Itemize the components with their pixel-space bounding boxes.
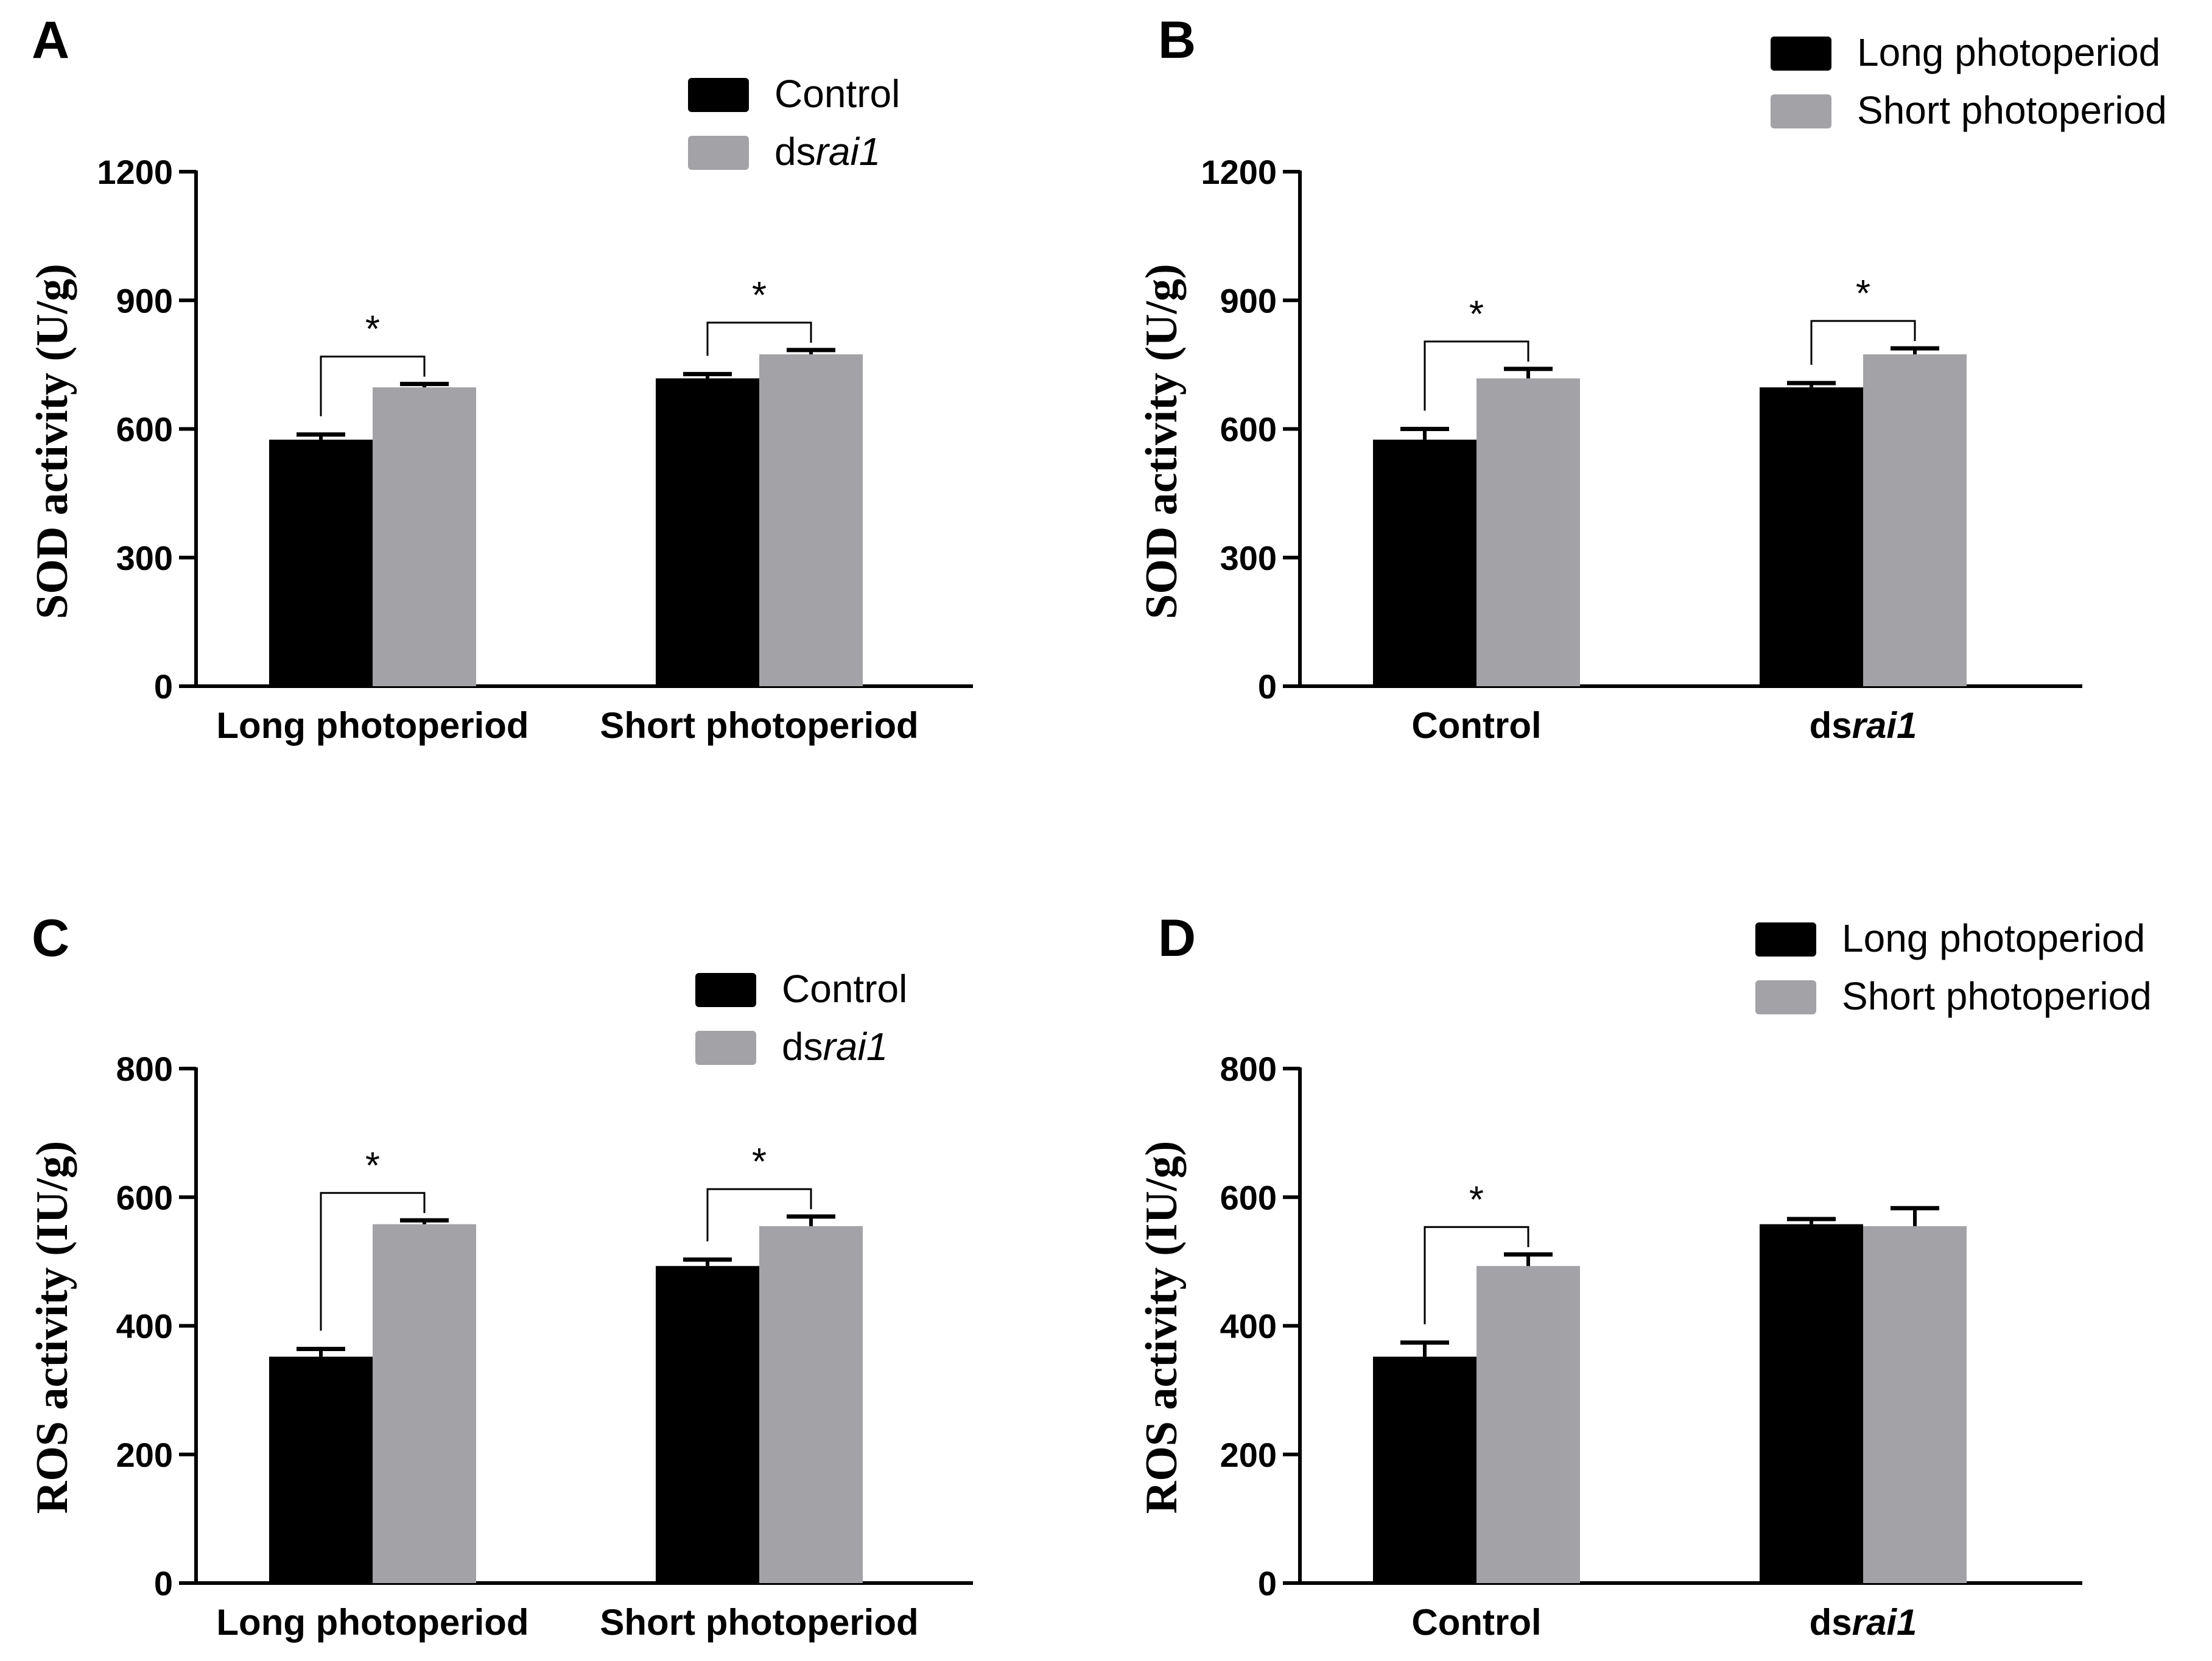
bar [1863,354,1967,686]
significance-bracket [320,1192,426,1331]
bar [1760,387,1863,686]
bar [1760,1224,1863,1583]
panel-letter: A [32,11,69,69]
y-axis-title: ROS activity (IU/g) [1137,1141,1187,1514]
bar [759,1226,863,1583]
y-tick-label: 900 [1220,281,1277,320]
x-category-label: dsrai1 [1810,705,1917,746]
x-category-label: Long photoperiod [216,1602,528,1643]
y-tick-label: 400 [116,1307,173,1346]
legend-label: dsrai1 [774,130,880,174]
significance-bracket [320,356,426,416]
legend-label: Control [782,967,907,1011]
bar [1863,1226,1967,1583]
legend-swatch [695,1031,756,1065]
significance-star: * [1469,293,1484,335]
bar [1476,378,1580,686]
y-tick-label: 600 [116,1178,173,1217]
legend-label: Short photoperiod [1842,974,2152,1018]
y-tick-label: 0 [1258,667,1277,706]
y-tick-label: 0 [154,1564,173,1603]
x-category-label: Short photoperiod [600,705,918,746]
bar [656,1266,759,1583]
y-tick-label: 1200 [97,153,173,191]
panel-letter: D [1158,909,1196,967]
significance-star: * [752,1141,767,1183]
legend-label: Long photoperiod [1857,30,2160,74]
y-tick-label: 900 [116,281,173,320]
bar [1373,440,1476,686]
bar [1476,1266,1580,1583]
bar [373,387,476,686]
y-axis-title: SOD activity (U/g) [1137,264,1187,619]
y-tick-label: 200 [116,1436,173,1474]
y-axis-title: SOD activity (U/g) [27,264,77,619]
bar [269,1357,373,1583]
panel-a: A SOD activity (U/g) 0 300 600 900 1200 Long ph… [27,11,973,746]
legend-label: Control [774,72,900,116]
legend-swatch [1755,980,1816,1014]
panel-letter: C [32,909,69,967]
panel-c: C ROS activity (IU/g) 0 200 400 600 800 Long ph… [27,909,973,1643]
y-tick-label: 800 [116,1050,173,1088]
legend-swatch [1771,37,1831,71]
legend-swatch [1771,94,1831,128]
y-tick-label: 300 [1220,539,1277,577]
legend-label: dsrai1 [782,1025,888,1069]
significance-star: * [1856,273,1870,315]
bar [373,1224,476,1583]
y-tick-label: 1200 [1201,153,1277,191]
y-axis-title: ROS activity (IU/g) [27,1141,77,1514]
panel-d: D ROS activity (IU/g) 0 200 400 600 800 Control… [1137,909,2152,1643]
significance-star: * [365,309,380,351]
significance-star: * [752,275,767,317]
significance-bracket [1424,340,1529,411]
y-tick-label: 0 [154,667,173,706]
significance-bracket [1424,1226,1529,1324]
significance-bracket [706,321,812,356]
legend-swatch [688,78,749,112]
y-tick-label: 400 [1220,1307,1277,1346]
x-category-label: Control [1411,705,1541,746]
significance-bracket [1810,320,1916,365]
bar [759,354,863,686]
y-tick-label: 800 [1220,1050,1277,1088]
significance-bracket [706,1188,812,1241]
x-category-label: Short photoperiod [600,1602,918,1643]
significance-star: * [1469,1179,1484,1221]
x-category-label: dsrai1 [1810,1602,1917,1643]
y-tick-label: 600 [116,410,173,449]
bar [1373,1357,1476,1583]
panel-letter: B [1158,11,1196,69]
legend-swatch [688,136,749,170]
bar [656,378,759,686]
x-category-label: Control [1411,1602,1541,1643]
y-tick-label: 300 [116,539,173,577]
significance-star: * [365,1145,380,1187]
bar [269,440,373,686]
panel-b: B SOD activity (U/g) 0 300 600 900 1200 Control… [1137,11,2167,746]
x-category-label: Long photoperiod [216,705,528,746]
y-tick-label: 200 [1220,1436,1277,1474]
legend-swatch [1755,922,1816,957]
legend-label: Long photoperiod [1842,916,2145,960]
legend-label: Short photoperiod [1857,88,2167,132]
y-tick-label: 600 [1220,410,1277,449]
y-tick-label: 0 [1258,1564,1277,1603]
y-tick-label: 600 [1220,1178,1277,1217]
legend-swatch [695,973,756,1007]
